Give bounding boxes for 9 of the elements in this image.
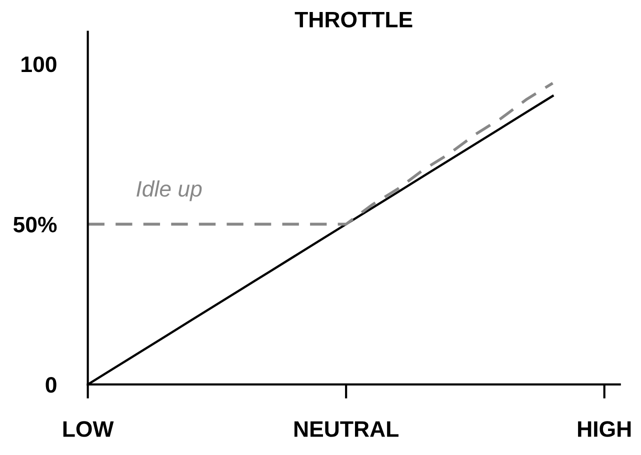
- y-tick-label: 0: [46, 377, 56, 393]
- line-series: [88, 82, 554, 226]
- x-tick-label: LOW: [63, 421, 114, 437]
- x-tick-label: HIGH: [578, 421, 631, 437]
- chart-title: THROTTLE: [294, 12, 412, 28]
- annotation: Idle up: [136, 180, 202, 202]
- y-tick-label: 50%: [13, 216, 57, 232]
- y-tick-label: 100: [22, 56, 56, 72]
- x-tick-label: NEUTRAL: [294, 421, 398, 437]
